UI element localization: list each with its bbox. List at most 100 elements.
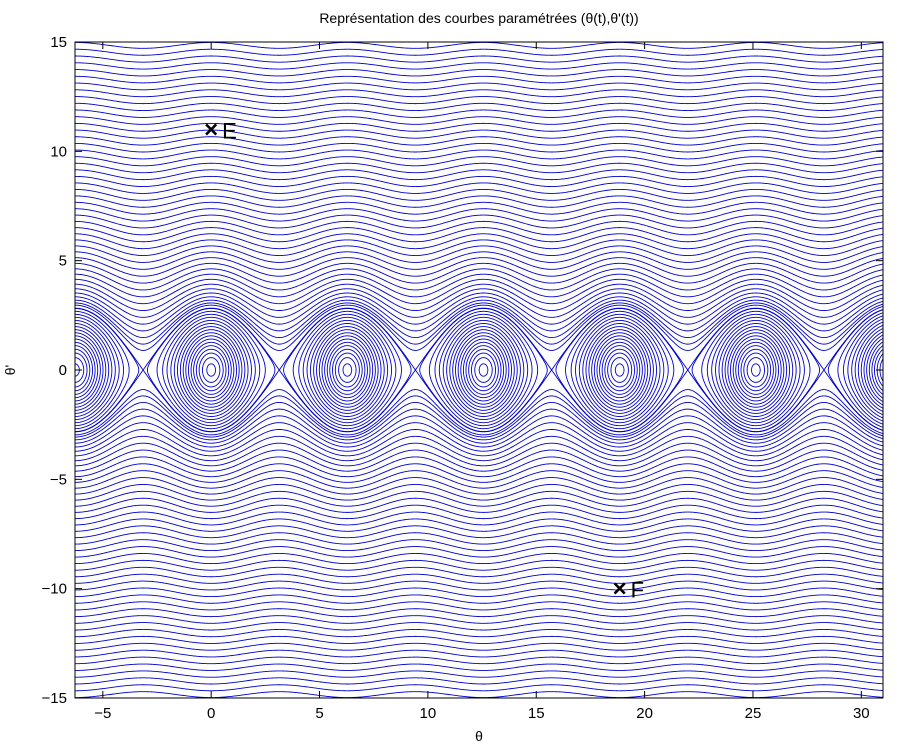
rotation-curve	[75, 422, 883, 452]
rotation-curve	[75, 490, 883, 507]
rotation-curve	[75, 214, 883, 229]
oscillation-orbit	[478, 363, 489, 377]
rotation-curve	[75, 227, 883, 243]
y-tick-label: 0	[59, 362, 67, 379]
rotation-curve	[75, 580, 883, 591]
rotation-curve	[75, 608, 883, 618]
y-tick-label: 5	[59, 253, 67, 270]
rotation-curve	[75, 456, 883, 478]
x-tick-label: 5	[315, 705, 323, 722]
rotation-curve	[75, 415, 883, 448]
oscillation-orbit	[857, 328, 883, 412]
rotation-curve	[75, 208, 883, 222]
x-tick-label: 15	[528, 705, 545, 722]
oscillation-orbit	[460, 338, 507, 402]
oscillation-orbit	[711, 316, 801, 424]
oscillation-orbit	[449, 326, 518, 414]
oscillation-orbit	[851, 321, 883, 419]
x-tick-label: −5	[94, 705, 111, 722]
oscillation-orbit	[737, 345, 774, 395]
rotation-curve	[75, 553, 883, 565]
oscillation-orbit	[195, 348, 227, 392]
rotation-curve	[75, 594, 883, 604]
oscillation-orbit	[316, 329, 379, 411]
oscillation-orbit	[570, 313, 669, 427]
point-annotations: × E× F	[204, 116, 644, 602]
oscillation-orbit	[732, 338, 779, 402]
oscillation-orbit	[727, 332, 785, 408]
oscillation-orbit	[724, 329, 788, 411]
x-tick-label: 30	[853, 705, 870, 722]
oscillation-orbit	[310, 323, 385, 417]
oscillation-orbit	[474, 357, 493, 383]
oscillation-orbit	[585, 326, 654, 414]
rotation-curve	[75, 566, 883, 578]
rotation-curve	[75, 262, 883, 284]
rotation-curve	[75, 532, 883, 545]
oscillation-orbit	[593, 335, 646, 405]
rotation-curve	[75, 149, 883, 160]
oscillation-orbit	[578, 319, 661, 421]
oscillation-orbit	[321, 335, 374, 405]
oscillation-orbit	[75, 310, 130, 430]
phase-curves	[75, 42, 883, 698]
rotation-curve	[75, 288, 883, 318]
oscillation-orbit	[471, 352, 496, 388]
oscillation-orbit	[446, 323, 521, 417]
rotation-curve	[75, 677, 883, 685]
oscillation-orbit	[588, 329, 651, 411]
rotation-curve	[75, 435, 883, 462]
oscillation-orbit	[843, 315, 883, 425]
rotation-curve	[75, 539, 883, 552]
oscillation-orbit	[75, 348, 91, 392]
oscillation-orbit	[599, 341, 641, 399]
rotation-curve	[75, 622, 883, 631]
oscillation-orbit	[863, 334, 883, 406]
rotation-curve	[75, 283, 883, 311]
rotation-curve	[75, 233, 883, 250]
oscillation-orbit	[596, 338, 643, 402]
rotation-curve	[75, 470, 883, 489]
oscillation-orbit	[182, 332, 240, 408]
oscillation-orbit	[201, 357, 221, 383]
oscillation-orbit	[746, 357, 766, 383]
rotation-curve	[75, 615, 883, 624]
oscillation-orbit	[610, 357, 629, 383]
x-axis-label: θ	[475, 728, 483, 744]
oscillation-orbit	[338, 357, 357, 383]
oscillation-orbit	[334, 352, 360, 388]
rotation-curve	[75, 278, 883, 305]
rotation-curve	[75, 546, 883, 558]
oscillation-orbit	[591, 332, 649, 408]
oscillation-orbit	[326, 341, 368, 399]
rotation-curve	[75, 162, 883, 174]
oscillation-orbit	[166, 316, 256, 424]
oscillation-orbit	[837, 312, 883, 428]
oscillation-orbit	[847, 318, 883, 422]
oscillation-orbit	[198, 352, 224, 388]
oscillation-orbit	[75, 316, 120, 424]
oscillation-orbit	[75, 308, 140, 432]
rotation-curve	[75, 62, 883, 70]
oscillation-orbit	[75, 345, 93, 395]
rotation-curve	[75, 48, 883, 56]
rotation-curve	[75, 642, 883, 651]
chart-title: Représentation des courbes paramétrées (…	[319, 10, 638, 26]
rotation-curve	[75, 116, 883, 125]
oscillation-orbit	[706, 313, 805, 427]
rotation-curve	[75, 442, 883, 467]
oscillation-orbit	[455, 332, 512, 408]
rotation-curve	[75, 89, 883, 98]
oscillation-orbit	[302, 316, 392, 424]
rotation-curve	[75, 245, 883, 263]
rotation-curve	[75, 251, 883, 270]
oscillation-orbit	[452, 329, 515, 411]
rotation-curve	[75, 273, 883, 298]
oscillation-orbit	[75, 313, 124, 427]
oscillation-orbit	[193, 345, 230, 395]
rotation-curve	[75, 296, 883, 332]
oscillation-orbit	[428, 310, 539, 430]
rotation-curve	[75, 129, 883, 139]
oscillation-orbit	[75, 323, 113, 417]
